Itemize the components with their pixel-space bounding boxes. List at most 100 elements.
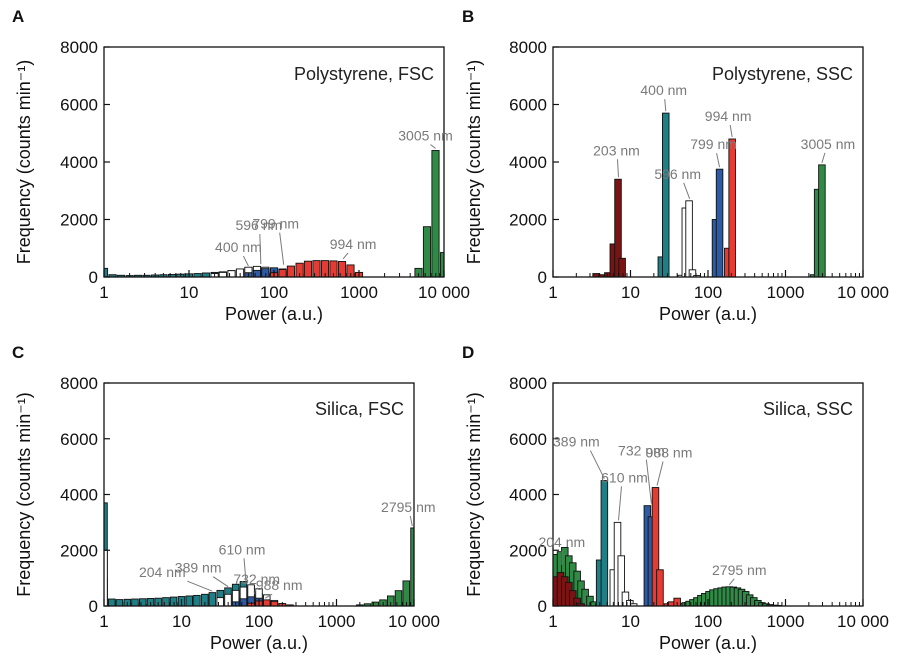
bar-C-389-8 — [162, 597, 170, 607]
bar-A-596-2 — [227, 270, 236, 278]
ytick-label-D-4: 8000 — [509, 374, 547, 393]
annotation-C-3: 610 nm — [219, 541, 266, 557]
xtick-label-C-4: 10 000 — [388, 612, 440, 631]
bar-B-3005-2 — [818, 164, 826, 278]
xtick-label-D-3: 1000 — [767, 612, 805, 631]
bar-C-389-1 — [108, 598, 116, 607]
ytick-label-B-1: 2000 — [509, 211, 547, 230]
xtick-label-C-3: 1000 — [318, 612, 356, 631]
bar-A-3005-2 — [431, 150, 440, 278]
xlabel-A: Power (a.u.) — [225, 304, 323, 324]
ytick-label-A-1: 2000 — [60, 211, 98, 230]
bar-B-203-5 — [618, 257, 626, 278]
xtick-label-D-2: 100 — [694, 612, 722, 631]
panel-title-C: Silica, FSC — [315, 399, 404, 419]
ytick-label-B-3: 6000 — [509, 96, 547, 115]
annotation-line-D-2 — [645, 459, 652, 504]
annotation-A-3: 799 nm — [252, 216, 299, 232]
bar-B-799-1 — [715, 168, 724, 278]
xtick-label-A-3: 1000 — [340, 283, 378, 302]
xtick-label-C-0: 1 — [99, 612, 108, 631]
bar-A-994-4 — [303, 260, 313, 278]
xtick-label-B-2: 100 — [694, 283, 722, 302]
ylabel-D: Frequency (counts min⁻¹) — [464, 392, 484, 597]
bar-A-994-2 — [286, 265, 295, 278]
ytick-label-C-3: 6000 — [60, 430, 98, 449]
panel-B: 0 2000 4000 6000 8000 1 10 100 1000 10 000 Power (… — [462, 7, 889, 324]
annotation-D-0: 389 nm — [553, 434, 600, 450]
bar-A-799-1 — [252, 269, 262, 278]
annotation-B-4: 994 nm — [705, 108, 752, 124]
ytick-label-A-0: 0 — [89, 268, 98, 287]
ytick-label-B-2: 4000 — [509, 153, 547, 172]
annotation-B-3: 799 nm — [690, 136, 737, 152]
annotation-line-B-2 — [683, 182, 691, 199]
annotation-B-0: 203 nm — [593, 142, 640, 158]
annotation-B-5: 3005 nm — [801, 136, 855, 152]
panel-A: 0 2000 4000 6000 8000 1 10 100 1000 10 000 Power (… — [12, 7, 470, 324]
annotation-D-5: 2795 nm — [712, 562, 766, 578]
annotation-line-B-4 — [729, 124, 733, 138]
bar-C-389-12 — [193, 594, 201, 607]
annotation-B-1: 400 nm — [640, 82, 687, 98]
annotation-line-D-5 — [728, 578, 735, 586]
bar-C-988-2 — [263, 599, 271, 607]
ytick-label-D-1: 2000 — [509, 541, 547, 560]
bar-A-596-1 — [218, 271, 227, 278]
annotation-D-2: 732 nm — [618, 443, 665, 459]
annotation-line-A-0 — [430, 144, 436, 149]
annotation-D-3: 988 nm — [646, 445, 693, 461]
annotation-D-1: 610 nm — [601, 469, 648, 485]
bar-A-994-8 — [337, 261, 347, 278]
annotation-line-C-5 — [264, 593, 273, 599]
ylabel-C: Frequency (counts min⁻¹) — [14, 392, 34, 597]
annotation-line-D-3 — [656, 461, 664, 486]
xtick-label-D-0: 1 — [548, 612, 557, 631]
annotation-B-2: 596 nm — [654, 166, 701, 182]
annotation-line-A-2 — [259, 234, 262, 265]
ytick-label-B-4: 8000 — [509, 38, 547, 57]
ytick-label-C-4: 8000 — [60, 374, 98, 393]
annotation-line-C-0 — [409, 515, 413, 527]
annotation-line-B-1 — [664, 99, 667, 112]
panel-title-A: Polystyrene, FSC — [294, 64, 434, 84]
annotation-C-2: 204 nm — [139, 564, 186, 580]
annotation-line-D-1 — [617, 486, 622, 521]
ytick-label-C-0: 0 — [89, 597, 98, 616]
annotation-C-0: 2795 nm — [381, 499, 435, 515]
bar-D-389-1 — [600, 480, 609, 607]
annotation-line-A-3 — [279, 232, 285, 265]
xtick-label-B-4: 10 000 — [837, 283, 889, 302]
xtick-label-A-1: 10 — [180, 283, 199, 302]
ytick-label-D-3: 6000 — [509, 430, 547, 449]
annotation-line-C-2 — [187, 580, 213, 592]
annotation-line-B-5 — [821, 152, 826, 164]
annotation-line-D-0 — [589, 450, 605, 479]
bar-B-596-2 — [685, 200, 693, 278]
annotation-A-0: 3005 nm — [398, 128, 452, 144]
annotation-C-5: 988 nm — [256, 577, 303, 593]
ytick-label-A-4: 8000 — [60, 38, 98, 57]
annotation-line-C-3 — [243, 558, 247, 583]
annotation-C-1: 389 nm — [175, 560, 222, 576]
xtick-label-B-1: 10 — [621, 283, 640, 302]
xlabel-B: Power (a.u.) — [659, 304, 757, 324]
bar-C-389-14 — [208, 592, 217, 607]
bar-C-389-5 — [138, 598, 147, 607]
xtick-label-A-0: 1 — [99, 283, 108, 302]
bar-C-610-1 — [216, 597, 224, 607]
bar-C-732-1 — [239, 598, 248, 607]
xlabel-C: Power (a.u.) — [210, 633, 308, 653]
annotation-C-4: 732 nm — [233, 571, 280, 587]
annotation-line-B-0 — [616, 159, 619, 178]
panel-title-D: Silica, SSC — [763, 399, 853, 419]
bar-C-988-3 — [270, 601, 279, 607]
xtick-label-B-3: 1000 — [767, 283, 805, 302]
panel-letter-A: A — [12, 7, 24, 26]
annotation-A-2: 596 nm — [235, 217, 282, 233]
xlabel-D: Power (a.u.) — [659, 633, 757, 653]
annotation-line-B-3 — [716, 153, 721, 168]
bar-C-2795-5 — [394, 590, 403, 607]
bar-A-994-1 — [278, 269, 287, 278]
